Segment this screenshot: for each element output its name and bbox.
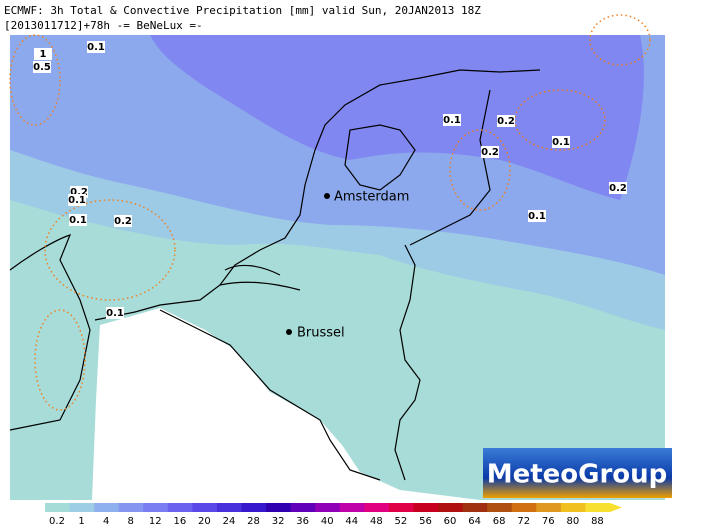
contour-label-bg xyxy=(68,194,86,206)
colorbar-segment xyxy=(241,503,267,512)
colorbar-segment xyxy=(167,503,193,512)
logo-box xyxy=(483,448,672,498)
colorbar-label: 32 xyxy=(272,516,285,527)
colorbar-segment xyxy=(45,503,71,512)
colorbar-label: 44 xyxy=(345,516,358,527)
contour-label-bg xyxy=(33,61,51,73)
colorbar-label: 56 xyxy=(419,516,432,527)
colorbar-label: 72 xyxy=(517,516,530,527)
colorbar-label: 80 xyxy=(567,516,580,527)
colorbar-segment xyxy=(266,503,292,512)
colorbar-segment xyxy=(69,503,95,512)
contour-label: 0.1 xyxy=(87,42,105,53)
colorbar-segment xyxy=(536,503,562,512)
colorbar-label: 16 xyxy=(173,516,186,527)
colorbar-segment xyxy=(192,503,218,512)
colorbar-segment xyxy=(94,503,120,512)
city-label: Brussel xyxy=(297,326,345,341)
contour-label-bg xyxy=(481,146,499,158)
colorbar-label: 28 xyxy=(247,516,260,527)
colorbar-segment xyxy=(511,503,537,512)
contour-label: 1 xyxy=(40,49,47,60)
contour-label-bg xyxy=(106,307,124,319)
contour-label: 0.1 xyxy=(552,137,570,148)
colorbar-label: 0.2 xyxy=(49,516,65,527)
contour-label-bg xyxy=(552,136,570,148)
colorbar-label: 60 xyxy=(444,516,457,527)
colorbar-label: 68 xyxy=(493,516,506,527)
colorbar-label: 52 xyxy=(395,516,408,527)
contour-label: 0.1 xyxy=(443,115,461,126)
colorbar-segment xyxy=(560,503,586,512)
contour-label: 0.5 xyxy=(33,62,51,73)
contour-label-bg xyxy=(497,115,515,127)
contour-label: 0.2 xyxy=(70,187,88,198)
colorbar-label: 76 xyxy=(542,516,555,527)
city-label: Amsterdam xyxy=(334,190,409,205)
colorbar: 0.2 1 4 8 12 16 20 24 28 32 36 40 44 48 52 56 60 64 68 72 76… xyxy=(45,503,622,527)
contour-label: 0.1 xyxy=(68,195,86,206)
contour-label-bg xyxy=(87,41,105,53)
colorbar-label: 64 xyxy=(468,516,481,527)
contour-label-bg xyxy=(443,114,461,126)
colorbar-segment xyxy=(315,503,341,512)
contour-label-bg xyxy=(69,214,87,226)
header-line: [2013011712]+78h -= BeNeLux =- xyxy=(4,19,203,32)
colorbar-segment xyxy=(364,503,390,512)
colorbar-arrow xyxy=(610,503,622,512)
contour-label: 0.1 xyxy=(106,308,124,319)
contour-label-bg xyxy=(528,210,546,222)
colorbar-segment xyxy=(118,503,144,512)
colorbar-label: 12 xyxy=(149,516,162,527)
colorbar-label: 40 xyxy=(321,516,334,527)
colorbar-segment xyxy=(388,503,414,512)
colorbar-segment xyxy=(290,503,316,512)
colorbar-segment xyxy=(413,503,439,512)
logo: MeteoGroup xyxy=(487,460,668,490)
contour-label: 0.2 xyxy=(481,147,499,158)
colorbar-label: 20 xyxy=(198,516,211,527)
colorbar-segment xyxy=(585,503,611,512)
colorbar-label: 1 xyxy=(78,516,84,527)
contour-label-bg xyxy=(34,48,52,60)
contour-labels: 10.50.10.20.10.1 0.20.10.1 0.20.20.10.20.1 xyxy=(33,41,627,319)
colorbar-segment xyxy=(462,503,488,512)
contour-label: 0.1 xyxy=(69,215,87,226)
contour-label: 0.1 xyxy=(528,211,546,222)
contour-label: 0.2 xyxy=(497,116,515,127)
contour-label: 0.2 xyxy=(609,183,627,194)
colorbar-label: 4 xyxy=(103,516,109,527)
map xyxy=(9,14,665,500)
colorbar-label: 8 xyxy=(128,516,134,527)
colorbar-segment xyxy=(216,503,243,512)
contour-label-bg xyxy=(114,215,132,227)
colorbar-segment xyxy=(487,503,513,512)
header-line: ECMWF: 3h Total & Convective Precipitati… xyxy=(4,4,481,17)
contour-label-bg xyxy=(609,182,627,194)
colorbar-segment xyxy=(339,503,365,512)
colorbar-segment xyxy=(438,503,464,512)
contour-label: 0.2 xyxy=(114,216,132,227)
colorbar-label: 36 xyxy=(296,516,309,527)
colorbar-label: 48 xyxy=(370,516,383,527)
colorbar-label: 24 xyxy=(223,516,236,527)
colorbar-label: 88 xyxy=(591,516,604,527)
colorbar-segment xyxy=(143,503,169,512)
